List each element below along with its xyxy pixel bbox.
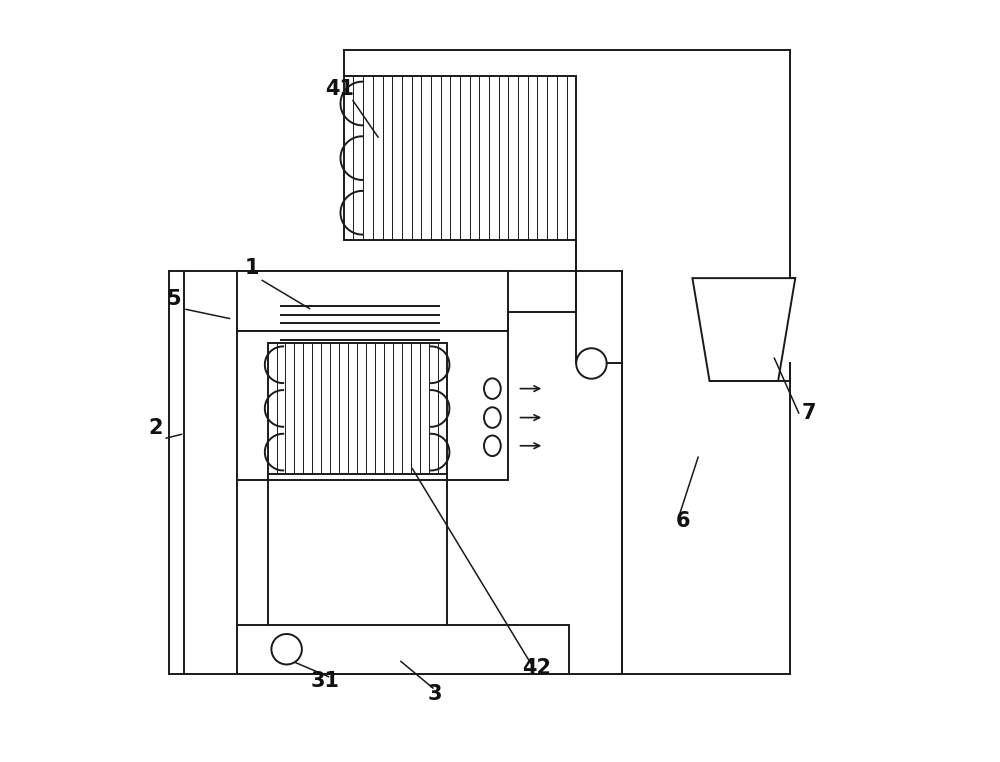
Text: 1: 1: [245, 258, 260, 278]
Bar: [268, 343, 447, 474]
Bar: [184, 271, 622, 674]
Text: 3: 3: [428, 684, 442, 703]
Text: 2: 2: [148, 418, 163, 438]
Text: 41: 41: [325, 79, 354, 99]
Text: 5: 5: [167, 289, 181, 309]
Bar: [237, 271, 508, 331]
Circle shape: [271, 634, 302, 664]
Text: 6: 6: [676, 511, 690, 531]
Bar: [237, 625, 569, 674]
Bar: [344, 76, 576, 240]
Text: 42: 42: [522, 658, 551, 678]
Bar: [237, 331, 508, 480]
Circle shape: [576, 348, 607, 379]
Text: 7: 7: [801, 403, 816, 423]
Text: 31: 31: [310, 671, 339, 691]
